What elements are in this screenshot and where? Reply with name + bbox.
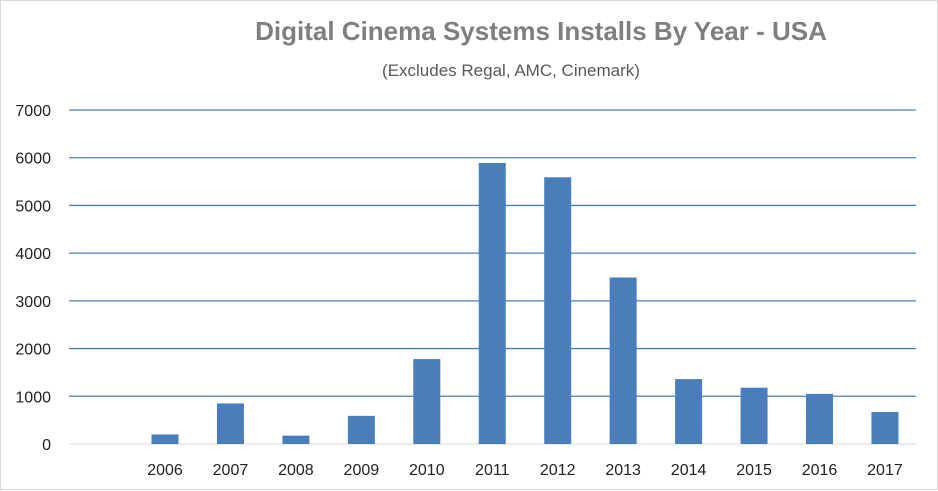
x-tick-label: 2007 [213, 462, 249, 479]
bar-2011 [478, 162, 506, 444]
x-tick-label: 2015 [736, 462, 772, 479]
bars [151, 162, 899, 444]
bar-2009 [347, 415, 375, 444]
y-tick-label: 1000 [15, 389, 51, 406]
bar-2015 [740, 387, 768, 444]
x-tick-label: 2009 [344, 462, 380, 479]
x-tick-label: 2013 [605, 462, 641, 479]
y-tick-label: 5000 [15, 198, 51, 215]
bar-2014 [675, 379, 703, 444]
y-tick-label: 6000 [15, 151, 51, 168]
x-tick-label: 2014 [671, 462, 707, 479]
x-tick-label: 2016 [802, 462, 838, 479]
x-tick-label: 2008 [278, 462, 314, 479]
y-tick-label: 3000 [15, 294, 51, 311]
x-tick-label: 2011 [475, 462, 510, 479]
bar-2006 [151, 434, 179, 444]
bar-2016 [806, 393, 833, 444]
bar-2008 [282, 435, 310, 444]
y-axis-ticks: 0 1000 2000 3000 4000 5000 6000 7000 [15, 103, 51, 454]
bar-2017 [871, 412, 899, 444]
chart-title: Digital Cinema Systems Installs By Year … [255, 16, 827, 46]
x-tick-label: 2006 [147, 462, 183, 479]
bar-2012 [544, 177, 572, 444]
bar-2007 [216, 403, 244, 444]
x-axis-ticks: 2006 2007 2008 2009 2010 2011 2012 2013 2014 2015… [147, 462, 903, 479]
y-tick-label: 4000 [15, 246, 51, 263]
x-tick-label: 2010 [409, 462, 445, 479]
y-tick-label: 2000 [15, 342, 51, 359]
chart-subtitle: (Excludes Regal, AMC, Cinemark) [382, 61, 640, 80]
y-tick-label: 0 [42, 437, 51, 454]
bar-2010 [413, 359, 441, 444]
y-tick-label: 7000 [15, 103, 51, 120]
x-tick-label: 2017 [867, 462, 903, 479]
x-tick-label: 2012 [540, 462, 576, 479]
bar-2013 [609, 277, 637, 444]
